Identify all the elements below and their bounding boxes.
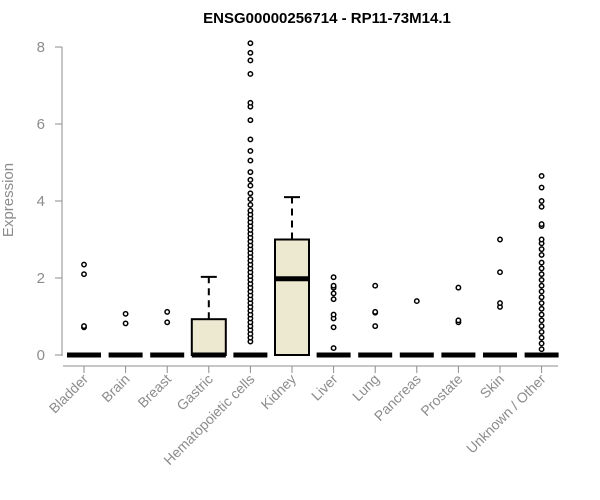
y-tick-label: 6: [37, 116, 45, 133]
outlier-point: [538, 305, 545, 312]
x-tick-label: Unknown / Other: [463, 371, 549, 457]
y-tick-label: 2: [37, 270, 45, 287]
outlier-point: [81, 261, 87, 268]
outlier-point: [538, 265, 545, 272]
outlier-point: [538, 334, 545, 341]
outlier-point: [538, 328, 545, 335]
outlier-point: [497, 236, 503, 243]
outlier-point: [247, 190, 254, 197]
x-tick-label: Brain: [98, 371, 132, 405]
outlier-point: [247, 207, 254, 214]
outlier-point: [81, 271, 87, 278]
box-group: [190, 275, 227, 358]
outlier-point: [247, 169, 254, 176]
outlier-point: [538, 173, 545, 179]
x-tick-label: Bladder: [46, 371, 92, 417]
outlier-point: [538, 340, 545, 347]
box-group: [441, 284, 476, 358]
outlier-point: [81, 323, 87, 330]
box-group: [108, 310, 143, 358]
outlier-point: [330, 345, 337, 352]
x-tick-label: Lung: [349, 371, 382, 404]
outlier-point: [372, 323, 379, 330]
box-group: [358, 282, 393, 358]
box-group: [67, 261, 101, 358]
outlier-point: [497, 300, 503, 306]
outlier-point: [538, 246, 545, 253]
outlier-point: [538, 282, 545, 289]
outlier-point: [538, 184, 545, 191]
outlier-point: [538, 259, 545, 266]
outlier-point: [538, 294, 545, 301]
box-group: [399, 298, 434, 358]
x-tick-label: Kidney: [258, 371, 300, 413]
outlier-point: [247, 201, 254, 208]
outlier-point: [247, 196, 254, 203]
outlier-point: [538, 271, 545, 278]
outlier-point: [247, 49, 254, 56]
outlier-point: [538, 317, 545, 324]
outlier-point: [247, 40, 254, 47]
x-tick-label: Skin: [477, 371, 508, 402]
outlier-point: [247, 117, 254, 124]
outlier-point: [330, 274, 337, 281]
outlier-point: [247, 176, 254, 183]
outlier-point: [455, 317, 462, 324]
outlier-point: [372, 282, 379, 289]
outlier-point: [122, 310, 129, 317]
x-tick-label: Breast: [134, 371, 174, 411]
outlier-point: [538, 203, 545, 210]
outlier-point: [538, 323, 545, 330]
x-tick-label: Liver: [308, 371, 341, 404]
box-group: [483, 236, 517, 358]
outlier-point: [538, 236, 545, 243]
outlier-point: [122, 320, 129, 327]
outlier-point: [247, 57, 254, 64]
outlier-point: [538, 346, 545, 353]
outlier-point: [330, 296, 337, 303]
outlier-point: [538, 311, 545, 318]
outlier-point: [455, 284, 462, 291]
x-tick-label: Prostate: [417, 371, 465, 419]
box-group: [233, 40, 268, 358]
outlier-point: [247, 71, 254, 77]
y-axis-ticks: 0 2 4 6 8: [37, 39, 62, 364]
outlier-point: [413, 298, 420, 305]
outlier-point: [538, 251, 545, 258]
outlier-point: [538, 288, 545, 295]
outlier-point: [164, 308, 171, 315]
outlier-point: [372, 308, 379, 315]
box-group: [316, 274, 351, 358]
outlier-point: [330, 290, 337, 297]
outlier-point: [330, 282, 337, 289]
y-tick-label: 8: [37, 39, 45, 56]
outlier-point: [538, 276, 545, 283]
box-iqr: [190, 318, 227, 357]
box-group: [524, 173, 559, 358]
outlier-point: [164, 319, 171, 326]
y-axis-label: Expression: [0, 163, 17, 237]
outlier-point: [538, 221, 545, 228]
box-group: [150, 308, 185, 358]
outlier-point: [247, 182, 254, 189]
outlier-point: [247, 148, 254, 154]
outlier-point: [247, 99, 254, 106]
y-tick-label: 4: [37, 193, 45, 210]
box-iqr: [274, 238, 310, 356]
chart-title: ENSG00000256714 - RP11-73M14.1: [203, 10, 451, 27]
outlier-point: [247, 157, 254, 164]
outlier-point: [330, 311, 337, 318]
box-series: [67, 40, 559, 358]
box-group: [274, 196, 310, 356]
outlier-point: [330, 324, 337, 331]
outlier-point: [538, 198, 545, 204]
outlier-point: [247, 136, 254, 143]
outlier-point: [538, 300, 545, 306]
outlier-point: [497, 269, 503, 276]
y-tick-label: 0: [37, 347, 45, 364]
